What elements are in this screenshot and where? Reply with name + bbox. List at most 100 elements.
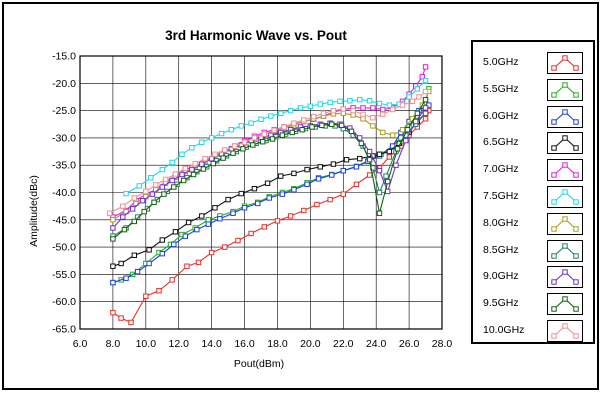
data-point (389, 132, 396, 138)
x-tick-label: 18.0 (267, 338, 288, 350)
data-point (287, 107, 294, 114)
data-point (358, 140, 365, 147)
data-point (350, 112, 356, 118)
series-6.0GHz (110, 102, 432, 286)
data-point (279, 132, 286, 138)
legend-label: 9.0GHz (483, 270, 519, 283)
y-axis-label: Amplitude(dBc) (28, 175, 40, 247)
x-tick-label: 22.0 (333, 338, 354, 350)
data-point (241, 139, 248, 145)
data-point (200, 166, 207, 172)
legend-label: 7.0GHz (483, 163, 519, 176)
data-point (422, 116, 429, 122)
data-point (171, 241, 177, 248)
data-point (380, 129, 386, 136)
data-point (340, 167, 346, 174)
data-point (118, 315, 124, 321)
data-point (404, 127, 411, 133)
chart-svg: 3rd Harmonic Wave vs. Pout 6.0 8.0 10.0 12.… (28, 28, 452, 370)
data-point (414, 86, 421, 92)
data-point (159, 184, 165, 190)
data-point (380, 111, 386, 118)
data-point (238, 190, 244, 197)
series-6.5GHz (110, 110, 429, 269)
data-point (261, 224, 267, 230)
data-point (131, 252, 138, 258)
legend: 5.0GHz 5.5GHz 6.0GHz 6.5GHz 7.0GHz 7.5GHz 8.0G… (471, 40, 595, 344)
data-point (146, 247, 152, 253)
data-point (228, 127, 235, 133)
data-point (393, 162, 399, 168)
legend-item: 8.0GHz (473, 211, 593, 237)
data-point (131, 218, 138, 225)
x-tick-label: 24.0 (366, 338, 387, 350)
data-point (350, 107, 356, 114)
legend-item: 6.5GHz (473, 130, 593, 156)
data-point (383, 173, 389, 179)
data-point (366, 98, 373, 104)
data-point (180, 177, 187, 184)
legend-swatch-icon (547, 186, 583, 208)
series-7.5GHz (123, 77, 429, 197)
data-point (172, 229, 179, 235)
x-tick-label: 10.0 (136, 338, 157, 350)
data-point (169, 277, 175, 283)
data-point (307, 103, 314, 109)
legend-item: 10.0GHz (473, 318, 593, 344)
data-point (291, 120, 297, 126)
data-point (218, 130, 225, 137)
y-tick-label: -15.0 (52, 51, 76, 63)
data-point (370, 123, 376, 129)
data-point (376, 210, 383, 216)
chart-title: 3rd Harmonic Wave vs. Pout (165, 28, 347, 43)
data-point (141, 208, 147, 215)
y-tick-label: -45.0 (52, 214, 76, 226)
data-point (366, 172, 373, 178)
y-tick-label: -30.0 (52, 132, 76, 144)
data-point (146, 260, 152, 267)
y-tick-label: -35.0 (52, 160, 76, 172)
data-point (376, 151, 383, 157)
data-point (274, 218, 281, 224)
chart-frame: 3rd Harmonic Wave vs. Pout 6.0 8.0 10.0 12.… (2, 2, 599, 390)
data-point (156, 288, 162, 294)
data-point (386, 154, 393, 160)
data-point (134, 214, 141, 220)
legend-swatch-icon (547, 132, 583, 155)
data-point (412, 118, 419, 125)
data-point (304, 181, 310, 188)
data-point (169, 177, 175, 184)
data-point (192, 160, 198, 167)
legend-item: 6.0GHz (473, 104, 593, 130)
data-point (128, 319, 134, 326)
legend-swatch-icon (547, 293, 583, 316)
legend-label: 10.0GHz (483, 324, 525, 336)
data-point (310, 113, 317, 120)
x-tick-label: 12.0 (169, 338, 190, 350)
data-point (301, 207, 307, 214)
data-point (268, 113, 274, 119)
series-layer (106, 64, 432, 326)
data-point (419, 74, 425, 80)
x-tick-label: 20.0 (300, 338, 321, 350)
legend-label: 7.5GHz (483, 190, 519, 202)
data-point (240, 146, 246, 152)
data-point (250, 142, 256, 148)
data-point (353, 181, 360, 188)
data-point (370, 114, 376, 121)
data-point (357, 155, 363, 162)
legend-item: 9.5GHz (473, 291, 593, 317)
data-point (357, 96, 363, 103)
data-point (317, 164, 323, 170)
data-point (422, 64, 429, 70)
legend-item: 7.5GHz (473, 184, 593, 210)
data-point (199, 139, 205, 145)
data-point (317, 101, 323, 107)
legend-swatch-icon (547, 239, 583, 262)
data-point (248, 230, 254, 237)
data-point (340, 191, 346, 197)
legend-swatch-icon (547, 159, 583, 182)
data-point (406, 118, 412, 125)
data-point (376, 167, 383, 174)
data-point (315, 176, 322, 182)
